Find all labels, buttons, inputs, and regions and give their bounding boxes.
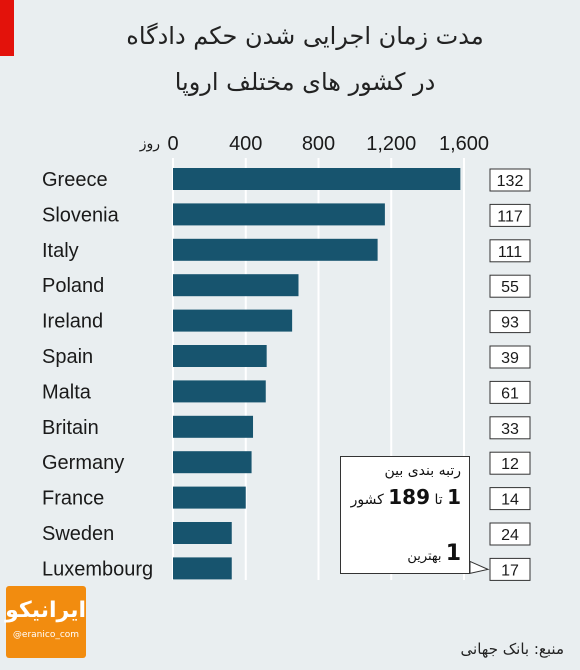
- category-label: Luxembourg: [42, 558, 153, 580]
- callout-countries-word: کشور: [350, 492, 384, 508]
- rank-value: 33: [501, 421, 519, 438]
- callout-best-word: بهترین: [407, 549, 442, 564]
- logo-mark: ایرانیکو: [5, 598, 86, 623]
- category-label: Spain: [42, 346, 93, 368]
- rank-value: 24: [501, 527, 519, 544]
- rank-value: 55: [501, 279, 519, 296]
- category-label: Germany: [42, 452, 124, 474]
- category-label: Poland: [42, 275, 104, 297]
- category-label: France: [42, 488, 104, 510]
- bar: [173, 203, 385, 226]
- rank-box: [489, 310, 531, 334]
- callout-best-rank: 1: [445, 541, 461, 566]
- category-label: Slovenia: [42, 204, 120, 226]
- bar: [173, 168, 461, 190]
- rank-callout: رتبه بندی بین 1 تا 189 کشور 1 بهترین: [340, 456, 470, 574]
- bar: [173, 415, 254, 438]
- chart-title-line-1: مدت زمان اجرایی شدن حکم دادگاه: [126, 22, 484, 50]
- rank-box: [489, 451, 531, 475]
- brand-red-tab: [0, 0, 14, 56]
- category-label: Ireland: [42, 311, 103, 333]
- x-tick-label: 0: [167, 133, 178, 155]
- rank-box: [489, 380, 531, 404]
- bar: [173, 557, 232, 580]
- category-label: Sweden: [42, 523, 114, 545]
- bar: [173, 380, 266, 403]
- rank-box: [489, 345, 531, 369]
- x-tick-label: 1,200: [366, 133, 416, 155]
- category-label: Greece: [42, 169, 108, 191]
- category-label: Italy: [42, 240, 79, 262]
- bar: [173, 486, 246, 509]
- callout-range-word: تا: [434, 492, 443, 508]
- x-tick-label: 800: [302, 133, 335, 155]
- rank-value: 14: [501, 492, 519, 509]
- bar: [173, 522, 232, 544]
- bar: [173, 345, 267, 367]
- x-tick-label: 1,600: [439, 133, 489, 155]
- callout-range-end: 189: [388, 485, 430, 509]
- rank-value: 12: [501, 456, 519, 473]
- rank-value: 17: [501, 562, 519, 579]
- callout-line-3: 1 بهترین: [407, 541, 461, 566]
- rank-box: [489, 416, 531, 440]
- bar: [173, 274, 299, 297]
- rank-value: 61: [501, 385, 519, 402]
- rank-box: [489, 522, 531, 546]
- x-tick-label: 400: [229, 133, 262, 155]
- rank-value: 117: [497, 208, 523, 225]
- bar: [173, 309, 293, 332]
- rank-value: 39: [501, 350, 519, 367]
- logo-handle: @eranico_com: [12, 630, 80, 640]
- category-label: Britain: [42, 417, 99, 439]
- bar: [173, 238, 378, 261]
- rank-box: [489, 487, 531, 511]
- chart-title-line-2: در کشور های مختلف اروپا: [174, 68, 436, 96]
- callout-range-start: 1: [447, 485, 461, 509]
- x-unit-label: روز: [139, 136, 160, 152]
- site-logo: ایرانیکو @eranico_com: [5, 586, 86, 658]
- source-note: منبع: بانک جهانی: [460, 640, 564, 658]
- rank-box: [489, 274, 531, 298]
- bar: [173, 451, 252, 474]
- rank-box: [489, 557, 531, 581]
- rank-value: 93: [501, 315, 519, 332]
- rank-box: [489, 203, 531, 227]
- category-label: Malta: [42, 381, 92, 403]
- rank-value: 132: [497, 173, 524, 190]
- callout-pointer: [469, 560, 490, 575]
- rank-box: [489, 168, 531, 192]
- callout-line-1: رتبه بندی بین: [384, 463, 462, 479]
- callout-line-2: 1 تا 189 کشور: [351, 485, 461, 509]
- rank-box: [489, 239, 531, 263]
- rank-value: 111: [498, 244, 522, 261]
